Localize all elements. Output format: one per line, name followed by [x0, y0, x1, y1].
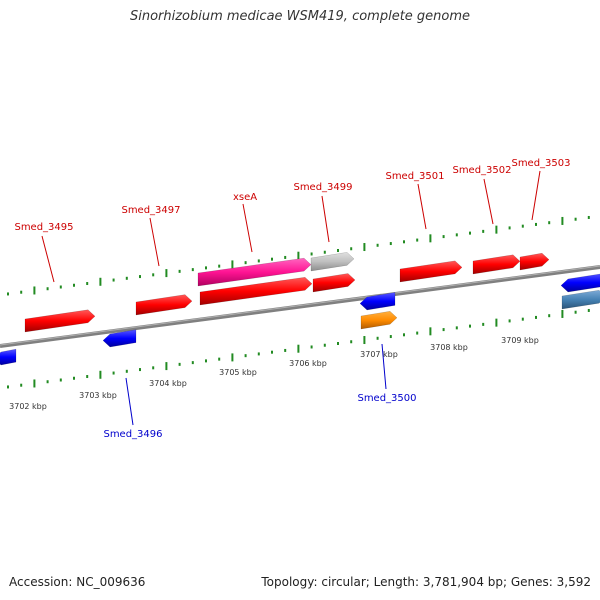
gene-label-smed-3497: Smed_3497 [121, 205, 180, 216]
gene-smed-3501 [399, 260, 463, 283]
scale-label: 3709 kbp [501, 336, 539, 345]
gene-features [0, 252, 600, 366]
leader-line [417, 183, 427, 230]
genome-summary-text: Topology: circular; Length: 3,781,904 bp… [261, 575, 591, 589]
scale-label: 3704 kbp [149, 379, 187, 388]
leader-line [381, 343, 387, 390]
gene-region-gray [310, 252, 355, 272]
genome-backbone [0, 265, 600, 348]
forward-tick-track [7, 215, 590, 296]
gene-label-smed-3499: Smed_3499 [293, 182, 352, 193]
leader-line [531, 170, 541, 221]
gene-reverse-edge [0, 348, 17, 366]
leader-line [321, 195, 330, 243]
accession-text: Accession: NC_009636 [9, 575, 146, 589]
gene-forward [199, 276, 313, 306]
genome-backbone-highlight [0, 265, 600, 346]
gene-label-smed-3495: Smed_3495 [14, 222, 73, 233]
gene-steelblue [561, 289, 600, 310]
gene-smed-3496 [102, 329, 137, 348]
gene-label-smed-3503: Smed_3503 [511, 158, 570, 169]
gene-rna [360, 310, 398, 330]
gene-smed-3502 [472, 254, 521, 275]
gene-smed-3499 [312, 273, 356, 293]
scale-label: 3706 kbp [289, 359, 327, 368]
label-leader-lines [41, 170, 541, 426]
scale-label: 3708 kbp [430, 343, 468, 352]
reverse-tick-track [7, 308, 590, 389]
leader-line [242, 203, 253, 253]
gene-smed-3495 [24, 309, 96, 333]
leader-line [483, 178, 494, 225]
leader-line [149, 217, 160, 267]
scale-label: 3702 kbp [9, 402, 47, 411]
scale-label: 3707 kbp [360, 350, 398, 359]
gene-smed-3503 [519, 252, 550, 271]
gene-labels: Smed_3495 Smed_3497 xseA Smed_3499 Smed_3501… [14, 158, 570, 440]
kbp-scale-labels: 3702 kbp 3703 kbp 3704 kbp 3705 kbp 3706 kbp… [9, 336, 539, 411]
gene-smed-3500 [359, 292, 396, 311]
gene-label-xsea: xseA [233, 192, 257, 203]
leader-line [125, 377, 134, 426]
scale-label: 3703 kbp [79, 391, 117, 400]
gene-label-smed-3496: Smed_3496 [103, 429, 162, 440]
genome-title: Sinorhizobium medicae WSM419, complete g… [129, 9, 471, 24]
gene-label-smed-3501: Smed_3501 [385, 171, 444, 182]
gene-reverse-right [560, 273, 600, 293]
gene-label-smed-3500: Smed_3500 [357, 393, 416, 404]
scale-label: 3705 kbp [219, 368, 257, 377]
gene-smed-3497 [135, 294, 193, 316]
leader-line [41, 235, 55, 283]
gene-label-smed-3502: Smed_3502 [452, 165, 511, 176]
gene-xsea [197, 257, 312, 287]
